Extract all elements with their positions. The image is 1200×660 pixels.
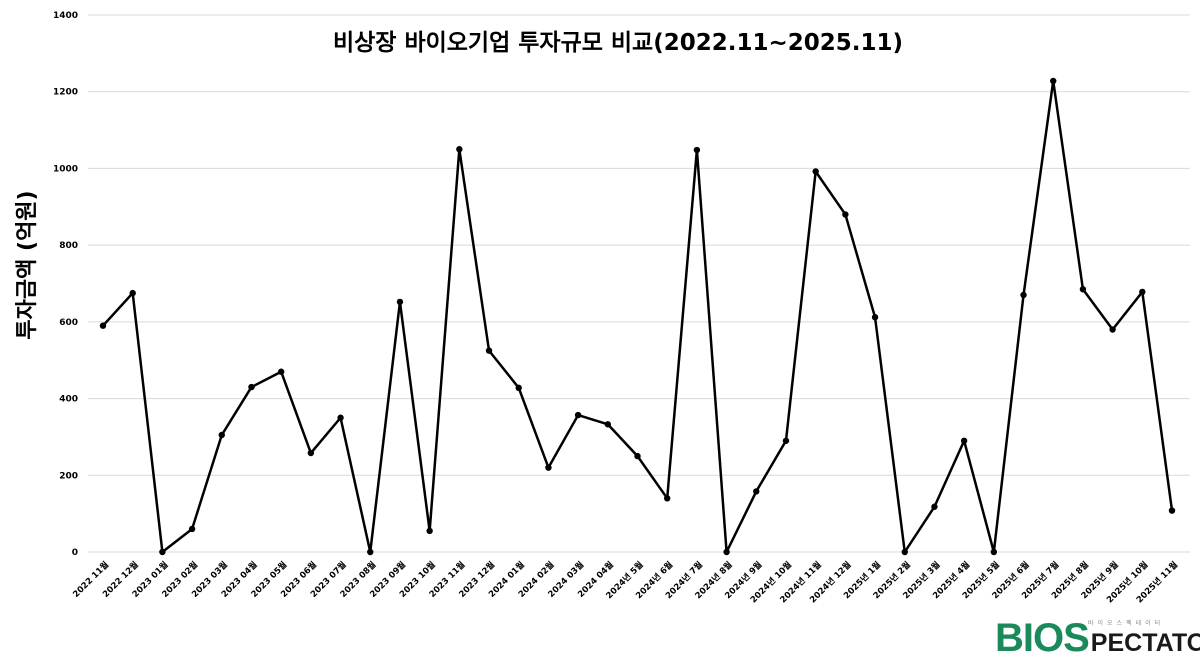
- data-point: [782, 437, 790, 444]
- biospectator-logo: BIOS PECTATOR 바이오스펙테이터: [995, 618, 1200, 658]
- data-point: [753, 488, 760, 495]
- data-point: [396, 298, 404, 306]
- data-point: [990, 548, 998, 556]
- data-point: [248, 383, 255, 391]
- data-point: [693, 146, 701, 154]
- data-point: [931, 503, 938, 510]
- line-chart: 0 200 400 600 800 1000 1200 1400 비상장 바이오기업 투자규모 …: [15, 11, 1190, 605]
- y-tick-label: 1200: [53, 88, 78, 98]
- data-point: [842, 211, 849, 218]
- data-point: [159, 548, 166, 556]
- y-tick-label: 600: [59, 318, 78, 328]
- data-point: [1050, 77, 1057, 85]
- data-point: [1139, 288, 1146, 296]
- data-point: [663, 495, 671, 502]
- series-line: [102, 79, 1174, 554]
- data-point: [307, 449, 315, 457]
- data-point: [129, 289, 136, 297]
- data-point: [812, 168, 819, 175]
- data-point: [1020, 291, 1027, 299]
- data-point: [485, 347, 493, 354]
- data-point: [960, 437, 968, 444]
- logo-korean-text: 바이오스펙테이터: [1088, 620, 1165, 627]
- data-point: [604, 421, 612, 428]
- data-point: [456, 146, 463, 153]
- data-point: [1109, 326, 1116, 333]
- data-point: [545, 464, 552, 471]
- data-point: [188, 525, 196, 533]
- data-point: [426, 527, 433, 535]
- y-tick-label: 200: [59, 471, 78, 481]
- data-point: [871, 314, 879, 321]
- data-point: [515, 384, 522, 392]
- chart-title: 비상장 바이오기업 투자규모 비교(2022.11~2025.11): [333, 30, 903, 56]
- y-tick-label: 1000: [53, 164, 78, 174]
- data-point: [99, 322, 107, 329]
- data-point: [723, 548, 730, 556]
- logo-small-text: PECTATOR: [1090, 629, 1200, 657]
- y-tick-label: 1400: [53, 11, 78, 21]
- y-tick-label: 0: [72, 548, 78, 558]
- data-point: [901, 548, 908, 556]
- y-tick-label: 400: [59, 395, 78, 405]
- logo-big-text: BIOS: [995, 616, 1090, 660]
- data-point: [634, 452, 641, 460]
- y-tick-label: 800: [59, 241, 78, 251]
- data-point: [1168, 507, 1176, 514]
- data-point: [1079, 286, 1087, 293]
- y-axis-label: 투자금액 (억원): [15, 190, 40, 339]
- data-point: [574, 411, 582, 419]
- data-point: [277, 368, 285, 375]
- data-point: [218, 431, 225, 439]
- data-point: [367, 548, 374, 556]
- data-point: [337, 414, 344, 421]
